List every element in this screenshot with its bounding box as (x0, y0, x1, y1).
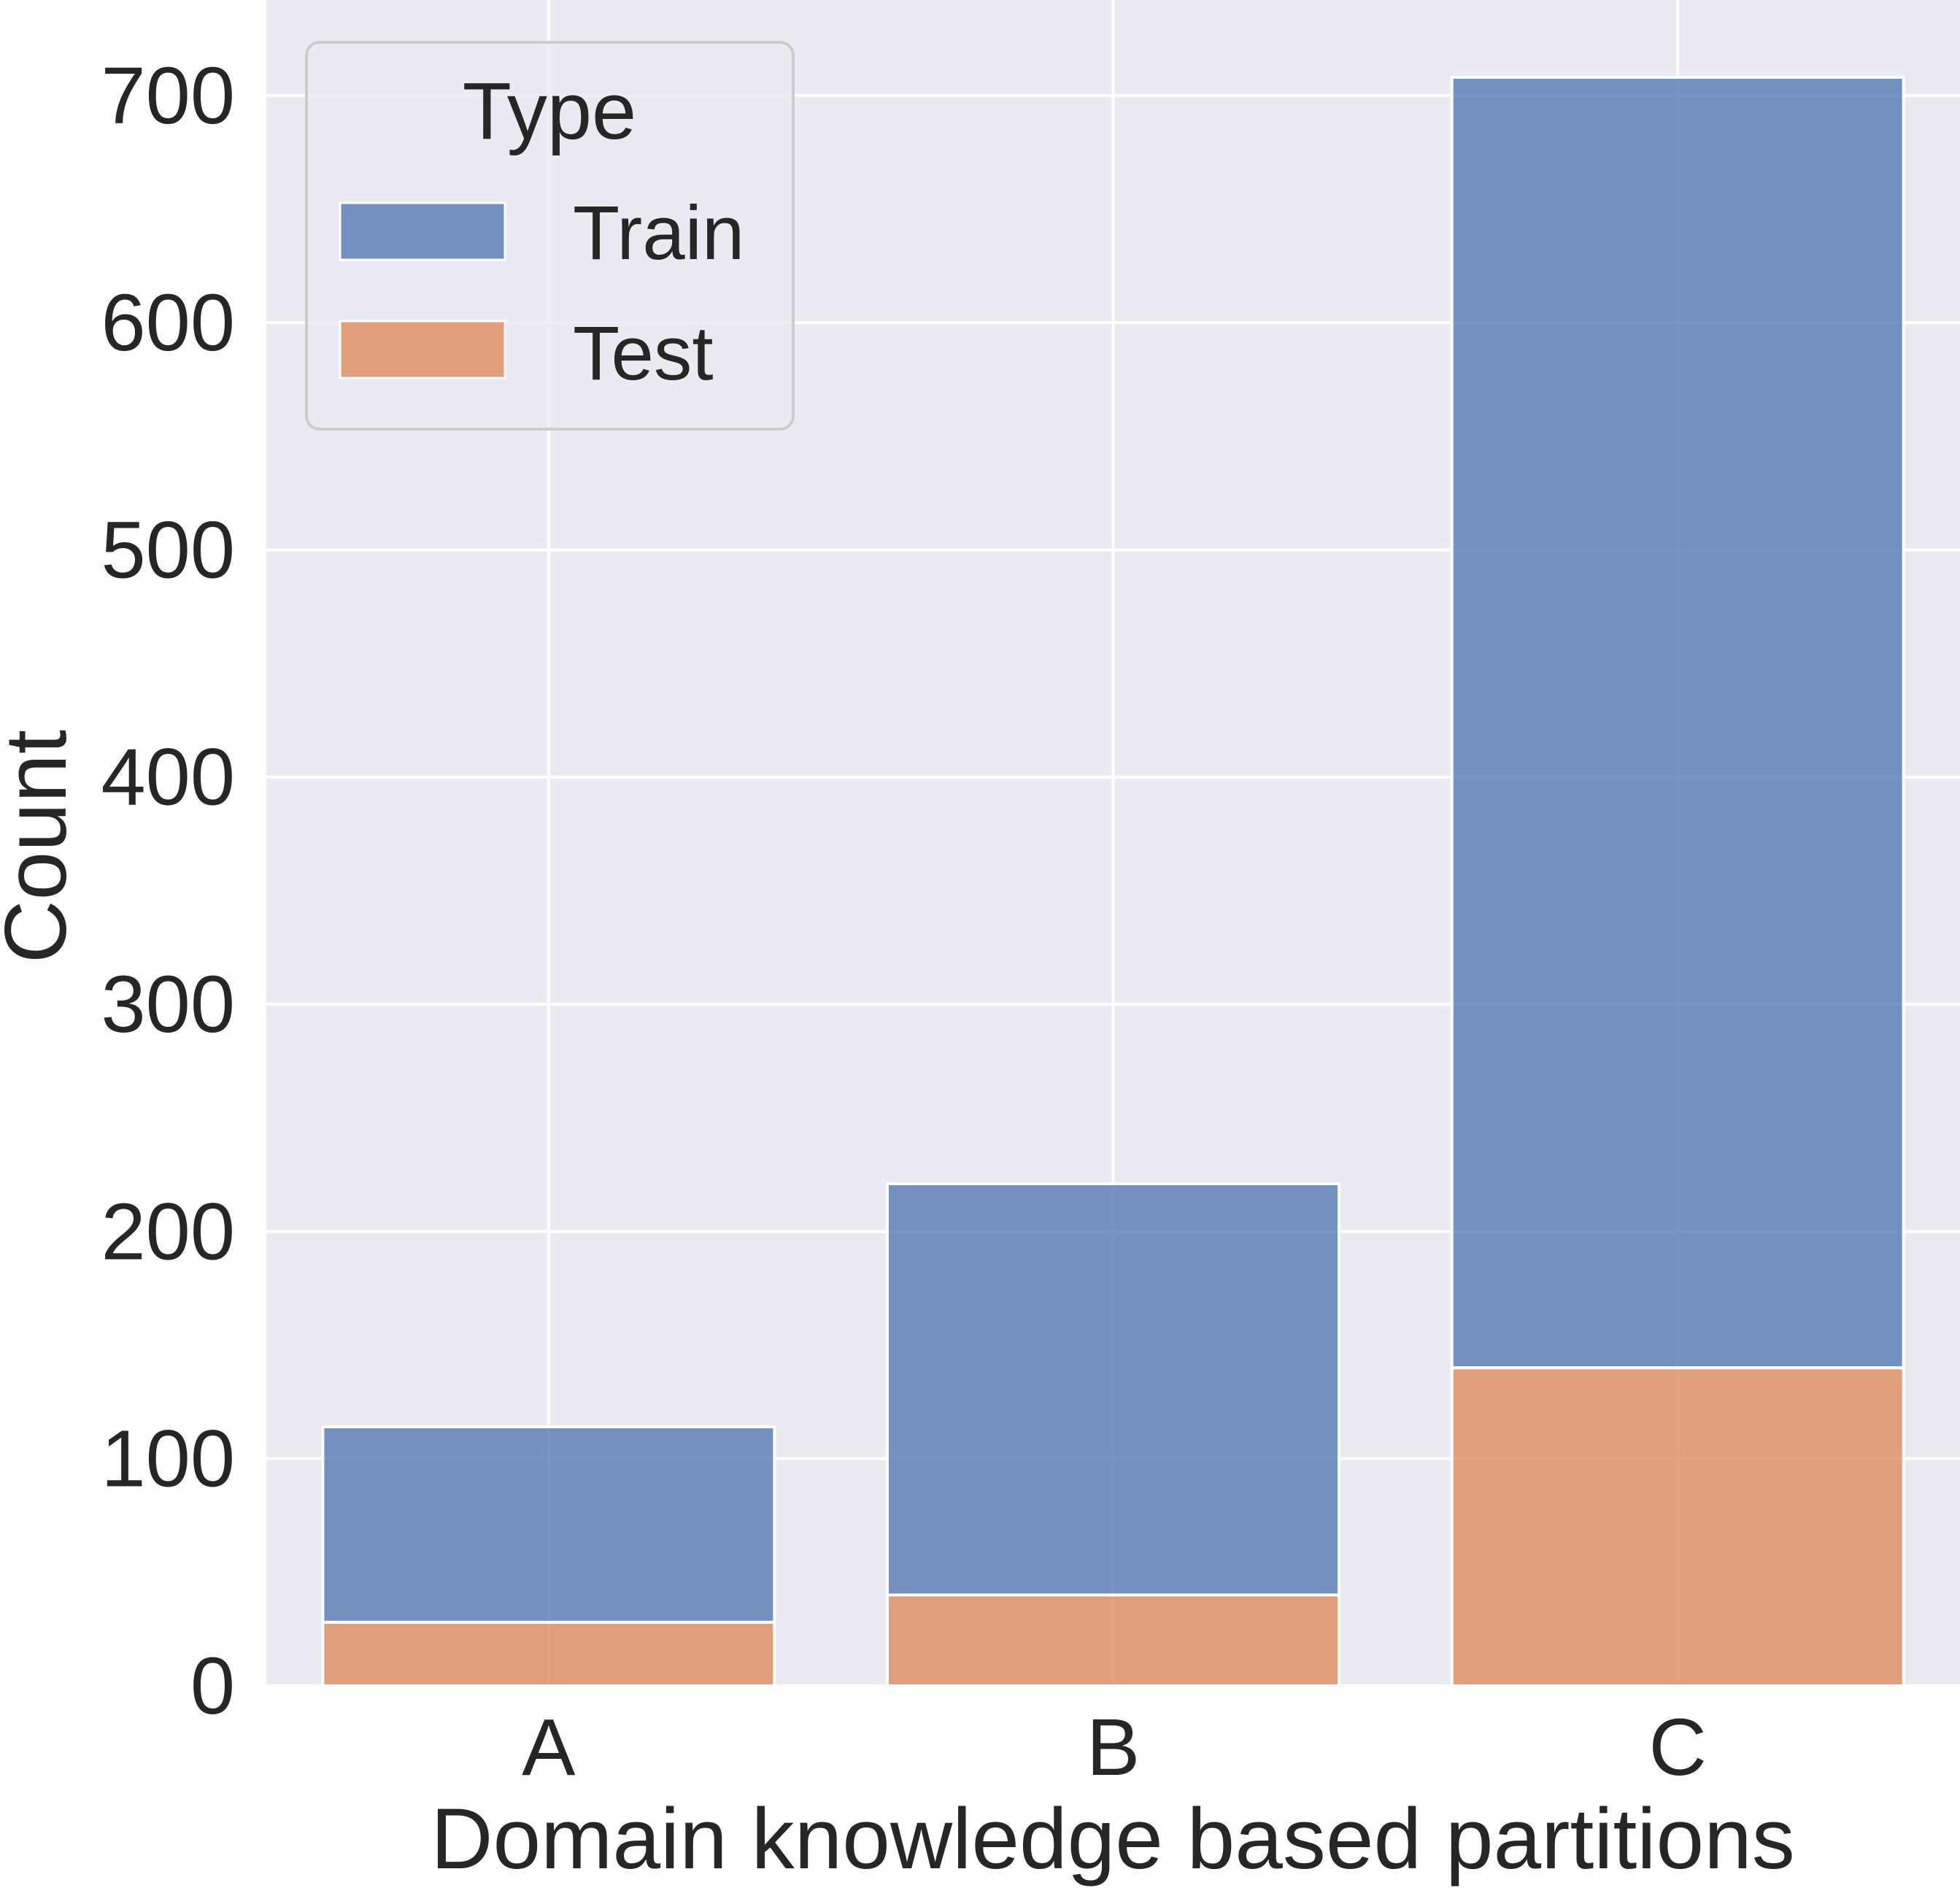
x-tick-label: B (1087, 1703, 1140, 1792)
y-tick-label: 0 (190, 1641, 235, 1731)
y-tick-label: 500 (101, 505, 235, 595)
legend-swatch-train (340, 203, 505, 260)
y-tick-label: 100 (101, 1414, 235, 1504)
y-tick-label: 400 (101, 733, 235, 822)
x-axis-label: Domain knowledge based partitions (431, 1791, 1794, 1887)
y-tick-label: 300 (101, 960, 235, 1049)
bar-test-a (323, 1622, 774, 1686)
bar-train-c (1452, 77, 1904, 1368)
legend-swatch-test (340, 321, 505, 378)
x-tick-labels: A B C (522, 1703, 1707, 1792)
y-tick-label: 700 (101, 51, 235, 141)
legend-title: Type (463, 66, 636, 156)
x-tick-label: C (1648, 1703, 1706, 1792)
y-axis-label: Count (0, 730, 85, 963)
bar-test-c (1452, 1368, 1904, 1686)
y-tick-label: 600 (101, 278, 235, 368)
x-tick-label: A (522, 1703, 576, 1792)
bar-train-a (323, 1427, 774, 1622)
y-tick-label: 200 (101, 1187, 235, 1276)
bar-train-b (887, 1184, 1339, 1595)
y-tick-labels: 0 100 200 300 400 500 600 700 (101, 51, 235, 1731)
legend: Type Train Test (306, 42, 793, 429)
legend-label-train: Train (573, 190, 744, 276)
legend-label-test: Test (573, 311, 714, 396)
bar-test-b (887, 1595, 1339, 1686)
